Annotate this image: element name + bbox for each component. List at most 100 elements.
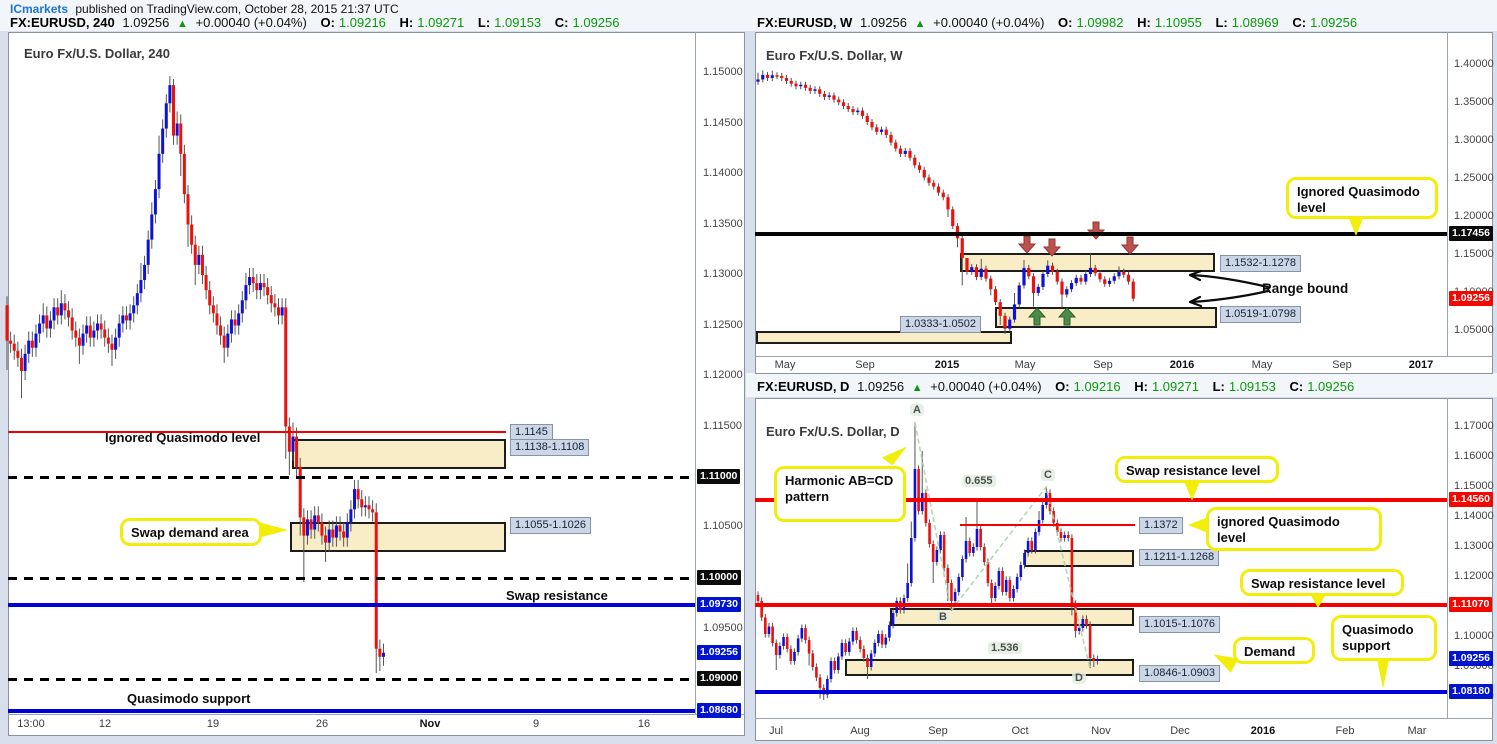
price-240: 1.09256 xyxy=(122,15,170,30)
callout-tail-icon xyxy=(258,522,288,538)
change-weekly: +0.00040 (+0.04%) xyxy=(933,15,1045,30)
zone-label-supply-240: 1.1138-1.1108 xyxy=(510,439,590,456)
swap-demand-callout: Swap demand area xyxy=(120,518,262,546)
chart-panel-240 xyxy=(8,32,745,736)
range-bound-text: Range bound xyxy=(1262,281,1349,296)
ignored-quasimodo-text-240: Ignored Quasimodo level xyxy=(105,430,261,445)
swap-resistance-line-lower-daily xyxy=(755,603,1447,607)
low-weekly: 1.08969 xyxy=(1231,15,1279,30)
price-daily: 1.09256 xyxy=(857,379,905,394)
swap-resistance-line-upper-daily xyxy=(755,498,1447,502)
zone-label-demand-weekly: 1.0519-1.0798 xyxy=(1220,306,1301,323)
zone-label-0846: 1.0846-1.0903 xyxy=(1139,665,1220,682)
price-weekly: 1.09256 xyxy=(859,15,907,30)
callout-tail-icon xyxy=(1184,481,1200,501)
price-axis-separator-daily xyxy=(1447,398,1448,718)
harmonic-pattern-callout: Harmonic AB=CD pattern xyxy=(774,466,906,522)
ignored-quasimodo-line-daily xyxy=(960,524,1135,526)
change-240: +0.00040 (+0.04%) xyxy=(195,15,307,30)
time-axis-separator-weekly xyxy=(755,356,1493,357)
dashed-level-1-09000 xyxy=(8,678,695,681)
supply-zone-weekly xyxy=(960,253,1215,272)
quasimodo-support-text-240: Quasimodo support xyxy=(127,691,251,706)
quote-line-240: FX:EURUSD, 240 1.09256 ▲ +0.00040 (+0.04… xyxy=(10,15,624,30)
open-240: 1.09216 xyxy=(338,15,386,30)
zone-1211-daily xyxy=(1024,550,1134,567)
chart-title-240: Euro Fx/U.S. Dollar, 240 xyxy=(24,46,170,61)
up-arrow-icon: ▲ xyxy=(914,18,926,30)
pattern-ratio-cd: 1.536 xyxy=(988,642,1022,654)
pattern-point-c: C xyxy=(1041,469,1055,481)
low-label: L: xyxy=(1212,379,1225,394)
quasimodo-support-callout-daily: Quasimodo support xyxy=(1331,615,1437,661)
symbol-daily: FX:EURUSD, D xyxy=(757,379,850,394)
zone-1015-daily xyxy=(890,608,1134,626)
low-240: 1.09153 xyxy=(494,15,542,30)
close-240: 1.09256 xyxy=(572,15,620,30)
demand-zone-240 xyxy=(290,522,506,552)
high-label: H: xyxy=(399,15,414,30)
swap-resistance-callout-lower-daily: Swap resistance level xyxy=(1240,569,1404,596)
ignored-quasimodo-line-240 xyxy=(8,431,506,433)
zone-label-old-demand-weekly: 1.0333-1.0502 xyxy=(900,316,981,333)
high-daily: 1.09271 xyxy=(1151,379,1199,394)
pattern-point-d: D xyxy=(1072,672,1086,684)
quasimodo-support-line-daily xyxy=(755,690,1447,694)
high-label: H: xyxy=(1137,15,1151,30)
high-label: H: xyxy=(1134,379,1148,394)
demand-callout-daily: Demand xyxy=(1233,637,1315,664)
ignored-quasimodo-line-weekly xyxy=(755,232,1447,236)
dashed-level-1-11000 xyxy=(8,476,695,479)
high-weekly: 1.10955 xyxy=(1154,15,1202,30)
publisher-name: ICmarkets xyxy=(10,2,69,16)
quote-line-daily: FX:EURUSD, D 1.09256 ▲ +0.00040 (+0.04%)… xyxy=(757,379,1358,394)
time-axis-separator-daily xyxy=(755,718,1493,719)
close-weekly: 1.09256 xyxy=(1310,15,1358,30)
level-label-1372: 1.1372 xyxy=(1139,517,1183,534)
low-label: L: xyxy=(477,15,491,30)
symbol-weekly: FX:EURUSD, W xyxy=(757,15,853,30)
price-axis-separator-weekly xyxy=(1447,32,1448,356)
supply-zone-240 xyxy=(292,439,506,469)
open-weekly: 1.09982 xyxy=(1076,15,1124,30)
low-label: L: xyxy=(1215,15,1228,30)
published-text: published on TradingView.com, October 28… xyxy=(72,2,399,16)
open-daily: 1.09216 xyxy=(1073,379,1121,394)
zone-label-demand-240: 1.1055-1.1026 xyxy=(510,517,591,534)
zone-label-1211: 1.1211-1.1268 xyxy=(1139,549,1220,566)
swap-resistance-callout-upper-daily: Swap resistance level xyxy=(1115,456,1279,483)
close-daily: 1.09256 xyxy=(1307,379,1355,394)
daily-header-strip xyxy=(746,373,1497,397)
swap-resistance-line-240 xyxy=(8,603,695,607)
quote-line-weekly: FX:EURUSD, W 1.09256 ▲ +0.00040 (+0.04%)… xyxy=(757,15,1361,30)
callout-tail-icon xyxy=(1377,659,1389,689)
old-demand-zone-weekly xyxy=(756,331,1012,344)
swap-resistance-text-240: Swap resistance xyxy=(506,588,608,603)
high-240: 1.09271 xyxy=(417,15,465,30)
published-line: ICmarkets published on TradingView.com, … xyxy=(10,2,403,16)
callout-tail-icon xyxy=(1310,594,1326,608)
demand-zone-weekly xyxy=(995,307,1217,328)
pattern-point-b: B xyxy=(936,611,950,623)
quasimodo-support-line-240 xyxy=(8,709,695,713)
pattern-ratio-ab: 0.655 xyxy=(962,475,996,487)
callout-tail-icon xyxy=(1348,216,1364,236)
close-label: C: xyxy=(1289,379,1304,394)
chart-title-daily: Euro Fx/U.S. Dollar, D xyxy=(766,424,900,439)
low-daily: 1.09153 xyxy=(1228,379,1276,394)
ignored-quasimodo-callout-weekly: Ignored Quasimodo level xyxy=(1286,177,1438,219)
open-label: O: xyxy=(1055,379,1070,394)
time-axis-separator-240 xyxy=(8,714,745,715)
close-label: C: xyxy=(554,15,569,30)
chart-title-weekly: Euro Fx/U.S. Dollar, W xyxy=(766,48,903,63)
ignored-quasimodo-callout-daily: ignored Quasimodo level xyxy=(1206,507,1382,551)
up-arrow-icon: ▲ xyxy=(177,18,188,30)
dashed-level-1-10000 xyxy=(8,577,695,580)
pattern-point-a: A xyxy=(910,404,924,416)
range-bound-arrows-icon xyxy=(1188,269,1270,308)
price-axis-separator-240 xyxy=(695,32,696,714)
symbol-240: FX:EURUSD, 240 xyxy=(10,15,115,30)
close-label: C: xyxy=(1292,15,1307,30)
open-label: O: xyxy=(1058,15,1073,30)
